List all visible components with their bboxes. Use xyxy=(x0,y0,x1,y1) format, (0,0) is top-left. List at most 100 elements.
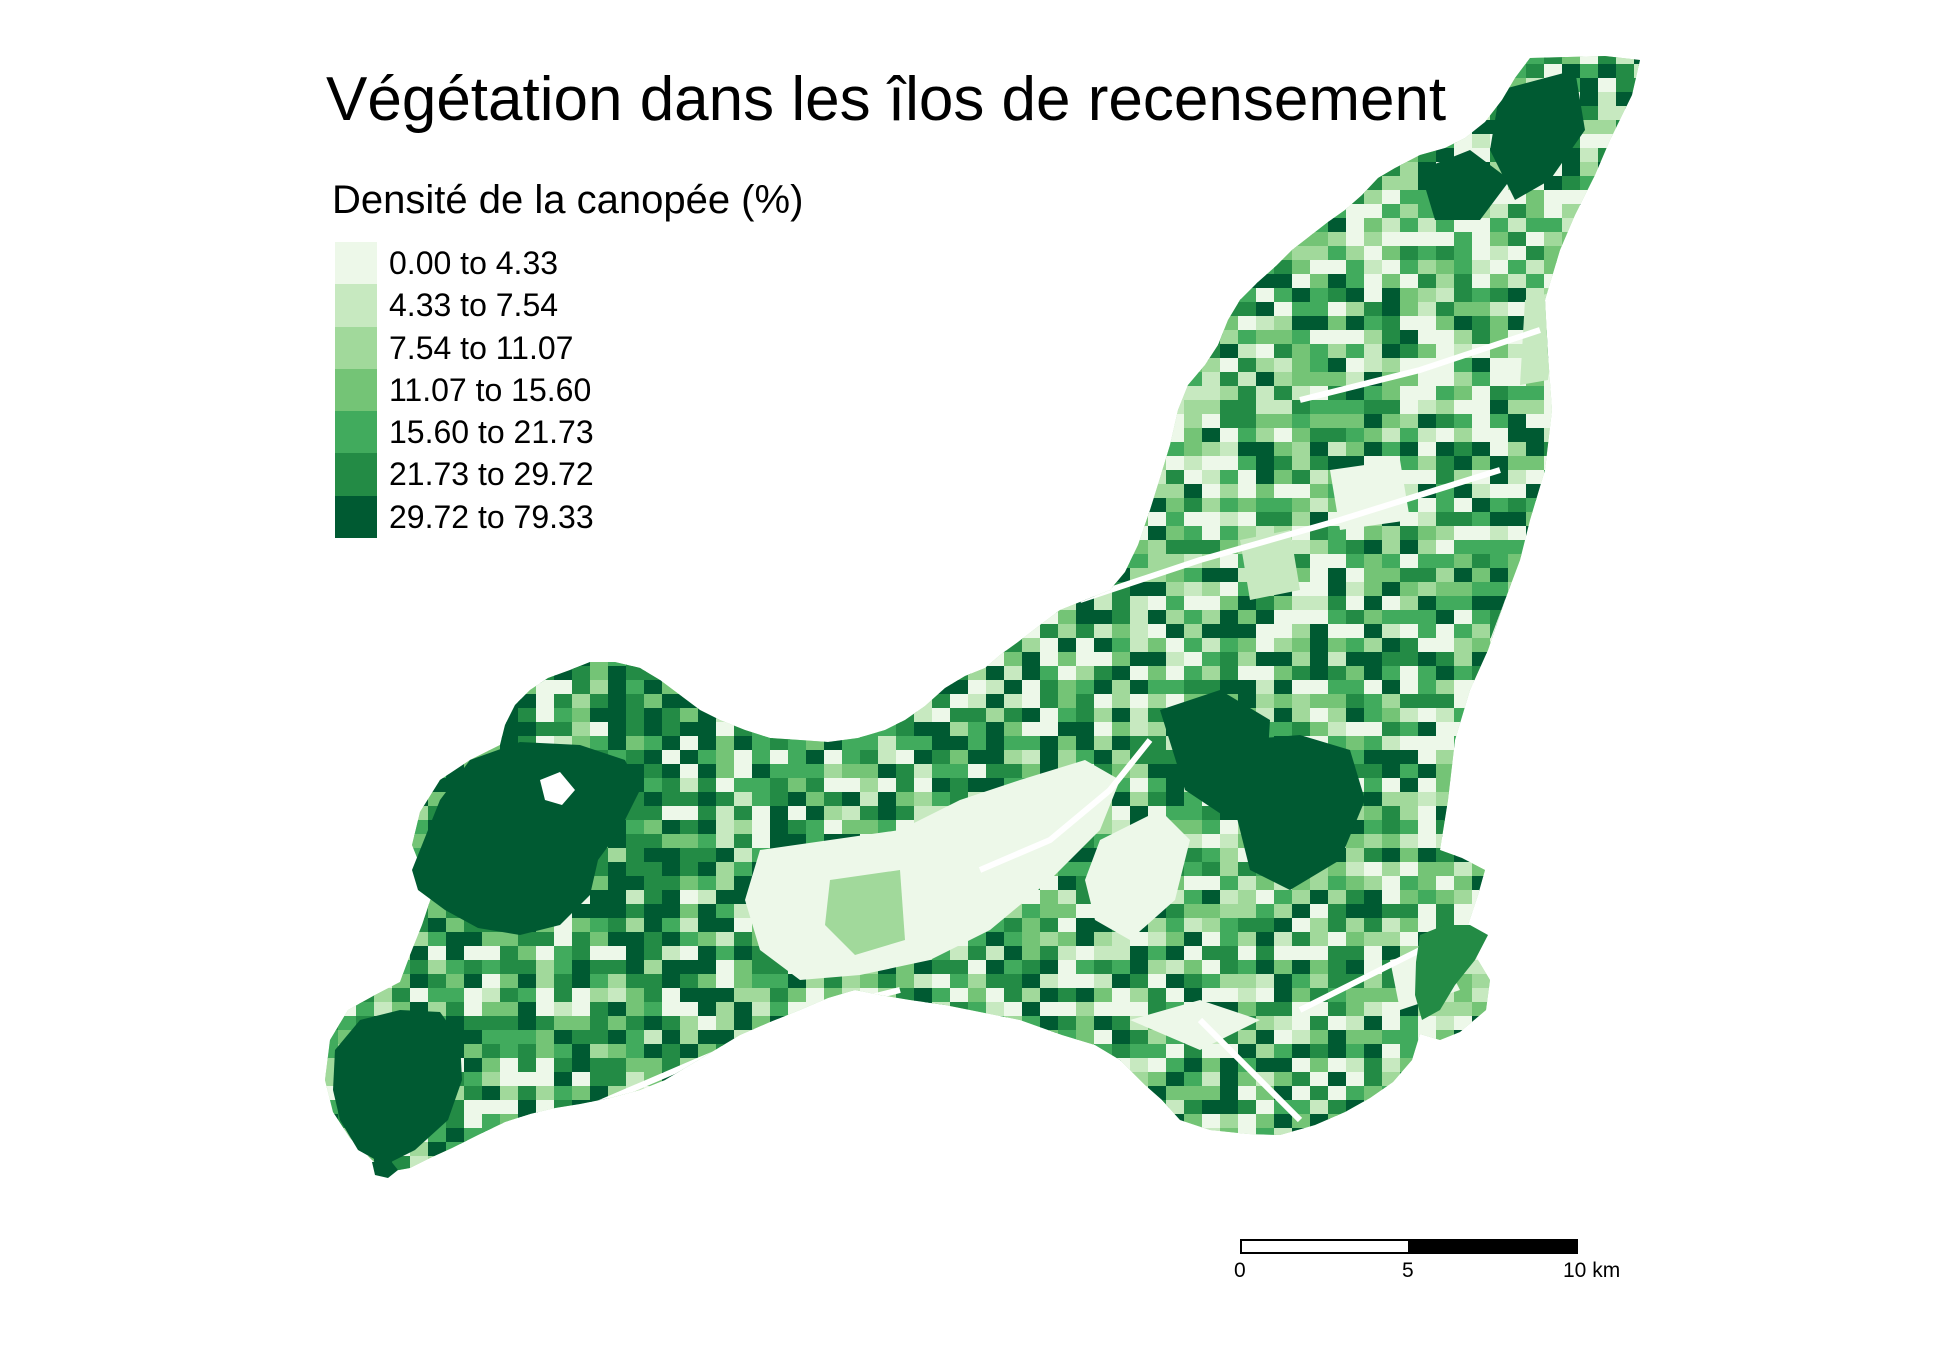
census-block xyxy=(1004,330,1023,346)
census-block xyxy=(842,526,861,540)
census-block xyxy=(644,372,662,389)
census-block xyxy=(338,568,356,582)
census-block xyxy=(914,218,933,234)
census-block xyxy=(662,246,683,260)
census-block xyxy=(1472,92,1490,107)
census-block xyxy=(986,162,1005,176)
census-block xyxy=(1544,862,1562,879)
census-block xyxy=(770,834,788,848)
census-block xyxy=(662,358,682,373)
census-block xyxy=(806,512,825,528)
census-block xyxy=(1310,484,1329,500)
census-block xyxy=(950,386,968,403)
census-block xyxy=(428,134,448,149)
census-block xyxy=(662,834,683,850)
census-block xyxy=(716,428,737,445)
census-block xyxy=(1580,246,1599,260)
census-block xyxy=(1508,442,1529,459)
census-block xyxy=(1436,400,1457,417)
census-block xyxy=(644,442,663,456)
census-block xyxy=(1310,162,1330,176)
census-block xyxy=(860,694,878,710)
census-block xyxy=(1076,498,1094,515)
census-block xyxy=(1238,890,1259,907)
census-block xyxy=(1436,568,1455,582)
census-block xyxy=(1580,274,1599,291)
census-block xyxy=(1364,736,1382,753)
census-block xyxy=(1112,666,1133,683)
census-block xyxy=(572,134,593,149)
census-block xyxy=(1004,540,1025,557)
census-block xyxy=(1058,610,1076,626)
census-block xyxy=(986,526,1006,541)
census-block xyxy=(968,442,989,459)
census-block xyxy=(770,568,788,585)
census-block xyxy=(1004,932,1023,947)
census-block xyxy=(860,148,878,165)
census-block xyxy=(1400,666,1419,680)
census-block xyxy=(374,708,393,722)
census-block xyxy=(1202,386,1220,400)
census-block xyxy=(1472,694,1490,711)
census-block xyxy=(788,484,807,499)
census-block xyxy=(428,162,449,179)
census-block xyxy=(1256,148,1275,164)
census-block xyxy=(1562,372,1582,389)
census-block xyxy=(878,974,899,991)
census-block xyxy=(824,218,842,235)
census-block xyxy=(1346,190,1366,204)
census-block xyxy=(1040,330,1059,344)
census-block xyxy=(1094,624,1113,639)
census-block xyxy=(842,330,860,346)
census-block xyxy=(1076,358,1094,372)
census-block xyxy=(1310,330,1330,347)
census-block xyxy=(1238,190,1256,204)
census-block xyxy=(1040,918,1058,932)
census-block xyxy=(1634,792,1640,809)
census-block xyxy=(572,274,592,288)
census-block xyxy=(1364,680,1383,694)
census-block xyxy=(428,554,447,571)
census-block xyxy=(1058,246,1078,261)
census-block xyxy=(698,848,717,865)
census-block xyxy=(806,302,826,317)
census-block xyxy=(1526,918,1545,932)
census-block xyxy=(644,56,664,65)
census-block xyxy=(1238,302,1257,318)
census-block xyxy=(1184,876,1203,892)
census-block xyxy=(428,666,446,682)
census-block xyxy=(1022,736,1042,753)
census-block xyxy=(626,806,645,820)
census-block xyxy=(1400,778,1420,793)
census-block xyxy=(1238,204,1259,221)
census-block xyxy=(1490,708,1511,723)
census-block xyxy=(752,652,773,667)
census-block xyxy=(572,344,590,358)
census-block xyxy=(1634,232,1640,246)
census-block xyxy=(626,330,644,345)
census-block xyxy=(1256,484,1275,501)
census-block xyxy=(716,526,735,543)
census-block xyxy=(572,624,593,640)
census-block xyxy=(1148,680,1169,695)
census-block xyxy=(932,246,953,262)
census-block xyxy=(1094,596,1115,612)
census-block xyxy=(1580,92,1599,106)
census-block xyxy=(860,470,881,485)
census-block xyxy=(1454,218,1475,233)
census-block xyxy=(325,974,341,989)
census-block xyxy=(1580,764,1601,779)
census-block xyxy=(734,988,752,1003)
census-block xyxy=(1472,56,1491,67)
census-block xyxy=(1310,442,1331,459)
census-block xyxy=(1058,666,1078,682)
census-block xyxy=(1580,120,1600,134)
census-block xyxy=(1634,932,1640,947)
census-block xyxy=(1346,652,1364,667)
census-block xyxy=(752,400,772,417)
census-block xyxy=(1040,400,1058,415)
census-block xyxy=(410,582,431,598)
census-block xyxy=(536,568,556,583)
census-block xyxy=(1580,932,1598,947)
census-block xyxy=(1148,344,1168,359)
